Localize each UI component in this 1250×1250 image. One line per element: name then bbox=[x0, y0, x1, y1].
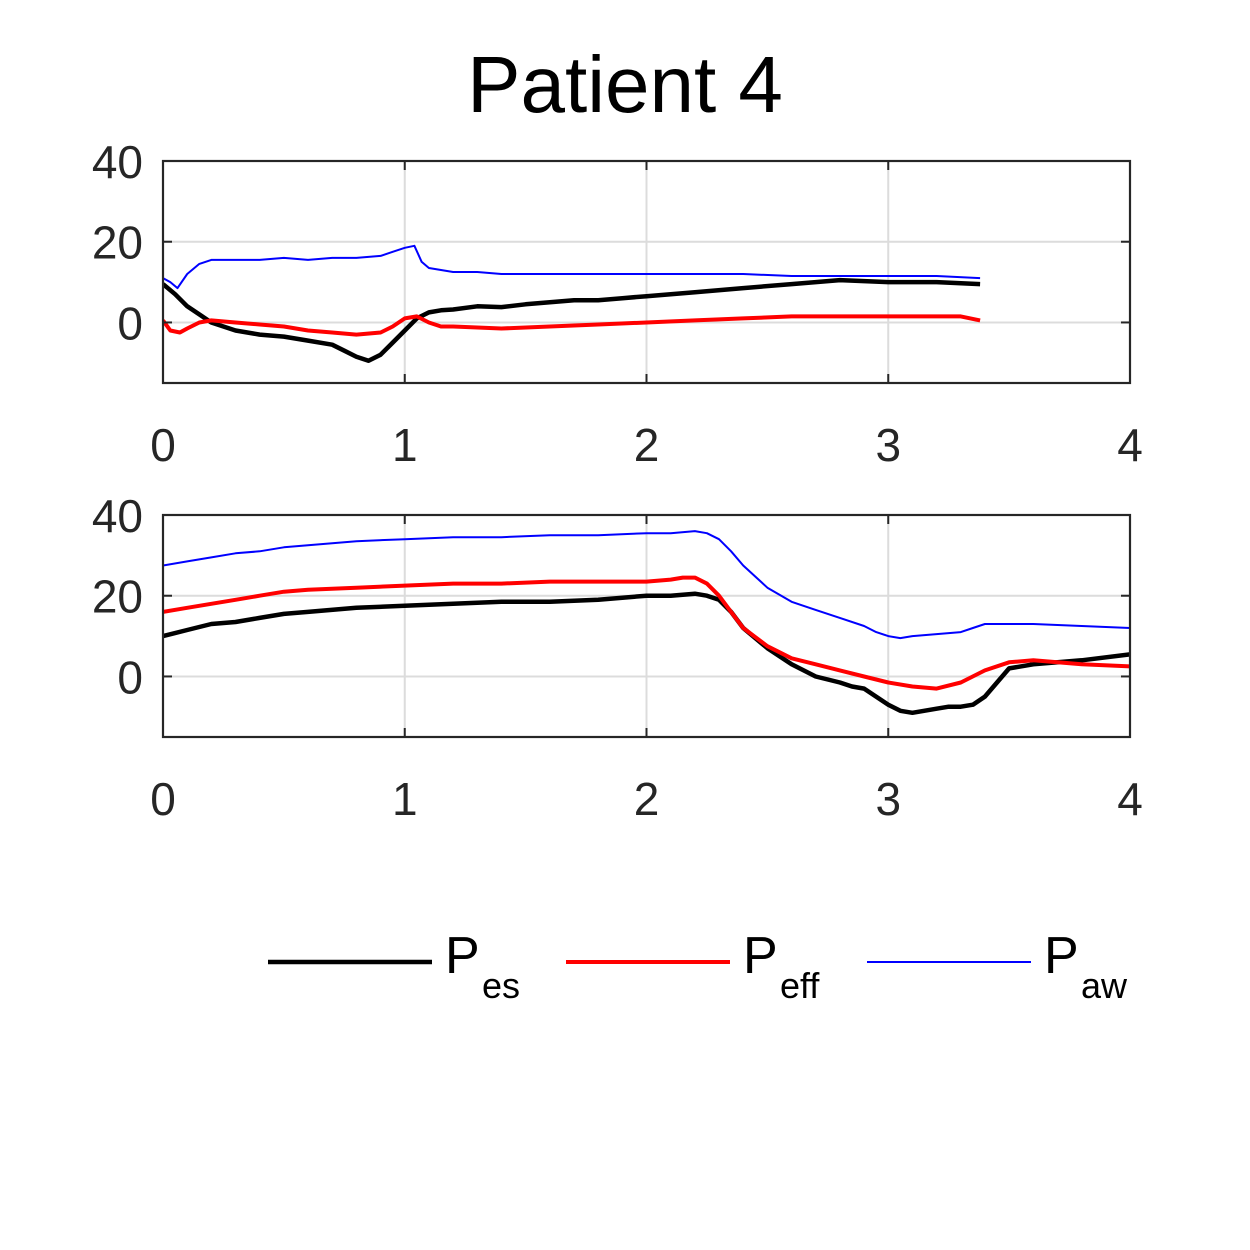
legend-label: P bbox=[445, 927, 480, 985]
x-tick-label: 3 bbox=[875, 419, 901, 471]
series-line-1 bbox=[163, 277, 981, 364]
x-tick-label: 0 bbox=[150, 419, 176, 471]
y-tick-label: 20 bbox=[92, 571, 143, 623]
legend-subscript: eff bbox=[780, 965, 820, 1006]
x-tick-label: 2 bbox=[634, 419, 660, 471]
legend-item-3: Paw bbox=[867, 927, 1128, 1006]
y-tick-label: 40 bbox=[92, 136, 143, 188]
series-line-3 bbox=[163, 244, 981, 290]
legend-label: P bbox=[743, 927, 778, 985]
legend-subscript: es bbox=[482, 965, 520, 1006]
series-line-2 bbox=[163, 575, 1130, 691]
x-tick-label: 2 bbox=[634, 773, 660, 825]
y-tick-label: 20 bbox=[92, 217, 143, 269]
x-tick-label: 1 bbox=[392, 419, 418, 471]
y-tick-label: 0 bbox=[117, 297, 143, 349]
series-line-3 bbox=[163, 530, 1130, 640]
x-tick-label: 4 bbox=[1117, 419, 1143, 471]
legend-item-1: Pes bbox=[268, 927, 520, 1006]
series-group bbox=[163, 530, 1130, 716]
x-tick-label: 4 bbox=[1117, 773, 1143, 825]
legend-subscript: aw bbox=[1081, 965, 1128, 1006]
x-tick-label: 1 bbox=[392, 773, 418, 825]
x-tick-label: 3 bbox=[875, 773, 901, 825]
y-tick-label: 0 bbox=[117, 651, 143, 703]
x-tick-label: 0 bbox=[150, 773, 176, 825]
y-tick-label: 40 bbox=[92, 490, 143, 542]
figure-title: Patient 4 bbox=[467, 40, 783, 129]
series-line-2 bbox=[163, 314, 981, 337]
series-group bbox=[163, 244, 981, 364]
legend-label: P bbox=[1044, 927, 1079, 985]
